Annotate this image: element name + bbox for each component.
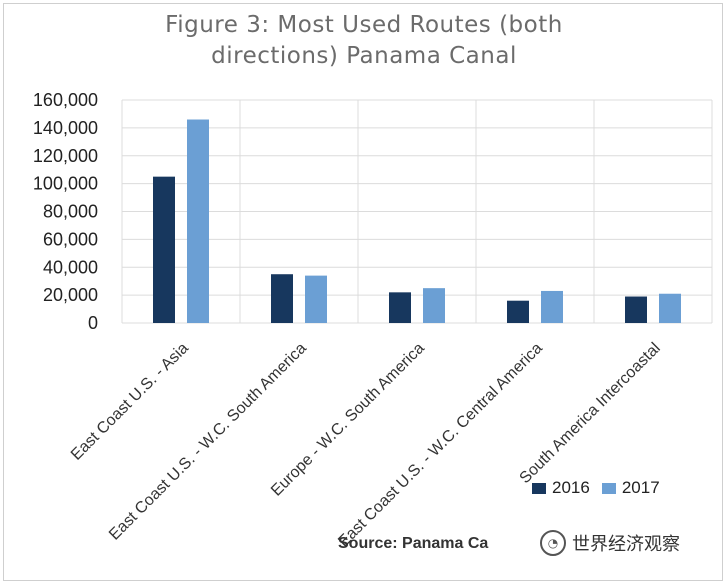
- x-tick-label: East Coast U.S. - W.C. South America: [106, 340, 310, 544]
- y-tick-label: 0: [88, 313, 98, 333]
- y-tick-label: 100,000: [33, 174, 98, 194]
- legend-swatch-2016: [532, 482, 546, 494]
- chart-title-line-2: directions) Panama Canal: [211, 43, 517, 69]
- bar-2016: [271, 274, 293, 323]
- legend-item-2016: 2016: [532, 478, 590, 498]
- wechat-logo-icon: ◔: [540, 530, 566, 556]
- legend-label-2017: 2017: [621, 478, 660, 497]
- bar-2017: [187, 119, 209, 323]
- watermark-text: 世界经济观察: [572, 534, 680, 555]
- y-tick-label: 140,000: [33, 118, 98, 138]
- chart-title-line-1: Figure 3: Most Used Routes (both: [165, 12, 563, 38]
- bar-2016: [507, 300, 529, 323]
- y-tick-label: 60,000: [43, 229, 98, 249]
- legend-label-2016: 2016: [552, 478, 590, 497]
- bar-2017: [423, 288, 445, 323]
- y-tick-label: 20,000: [43, 285, 98, 305]
- bar-2017: [541, 290, 563, 323]
- legend: 2016 2017: [532, 478, 660, 498]
- y-tick-label: 160,000: [33, 90, 98, 110]
- y-tick-label: 120,000: [33, 146, 98, 166]
- x-tick-label: East Coast U.S. - W.C. Central America: [335, 340, 546, 551]
- x-tick-label: South America Intercoastal: [517, 340, 664, 487]
- legend-swatch-2017: [601, 482, 616, 494]
- bar-2016: [153, 176, 175, 323]
- chart-title: Figure 3: Most Used Routes (both directi…: [0, 10, 728, 72]
- y-tick-label: 80,000: [43, 202, 98, 222]
- bar-2016: [625, 296, 647, 323]
- watermark: ◔ 世界经济观察: [540, 530, 680, 556]
- x-tick-label: East Coast U.S. - Asia: [68, 340, 192, 464]
- bar-2017: [305, 275, 327, 323]
- bar-2016: [389, 292, 411, 323]
- y-tick-label: 40,000: [43, 257, 98, 277]
- bar-2017: [659, 293, 681, 323]
- legend-item-2017: 2017: [601, 478, 660, 498]
- source-note: Source: Panama Ca: [338, 535, 489, 552]
